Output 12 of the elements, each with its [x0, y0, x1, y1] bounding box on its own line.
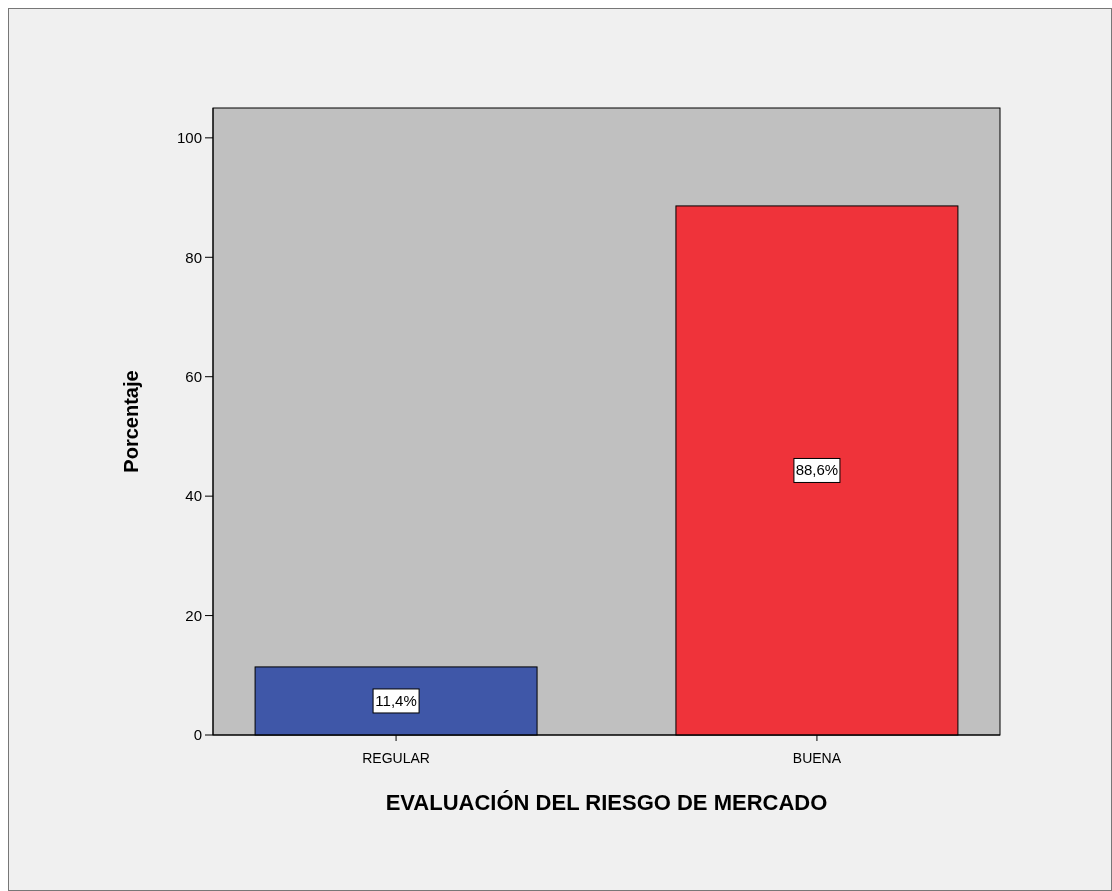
y-axis-title: Porcentaje — [120, 370, 142, 473]
y-tick-label: 100 — [176, 129, 202, 147]
x-tick-label: REGULAR — [362, 750, 430, 766]
y-tick-label: 80 — [185, 248, 202, 266]
x-tick-label: BUENA — [792, 750, 842, 766]
data-label: 11,4% — [375, 691, 417, 709]
data-label: 88,6% — [795, 461, 839, 479]
y-tick-label: 0 — [193, 726, 202, 744]
y-tick-label: 60 — [185, 367, 202, 385]
y-tick-label: 40 — [185, 487, 202, 505]
y-tick-label: 20 — [185, 606, 202, 624]
x-axis-title: EVALUACIÓN DEL RIESGO DE MERCADO — [385, 790, 828, 815]
